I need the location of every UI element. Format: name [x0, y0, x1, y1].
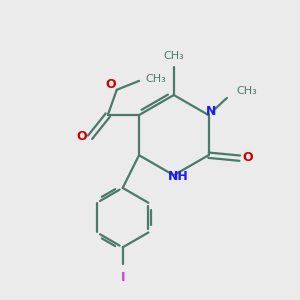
Text: N: N — [206, 105, 217, 118]
Text: CH₃: CH₃ — [164, 51, 184, 62]
Text: CH₃: CH₃ — [145, 74, 166, 84]
Text: O: O — [105, 78, 116, 91]
Text: O: O — [243, 151, 254, 164]
Text: I: I — [120, 271, 125, 284]
Text: NH: NH — [168, 170, 189, 183]
Text: CH₃: CH₃ — [236, 86, 256, 96]
Text: O: O — [76, 130, 87, 143]
